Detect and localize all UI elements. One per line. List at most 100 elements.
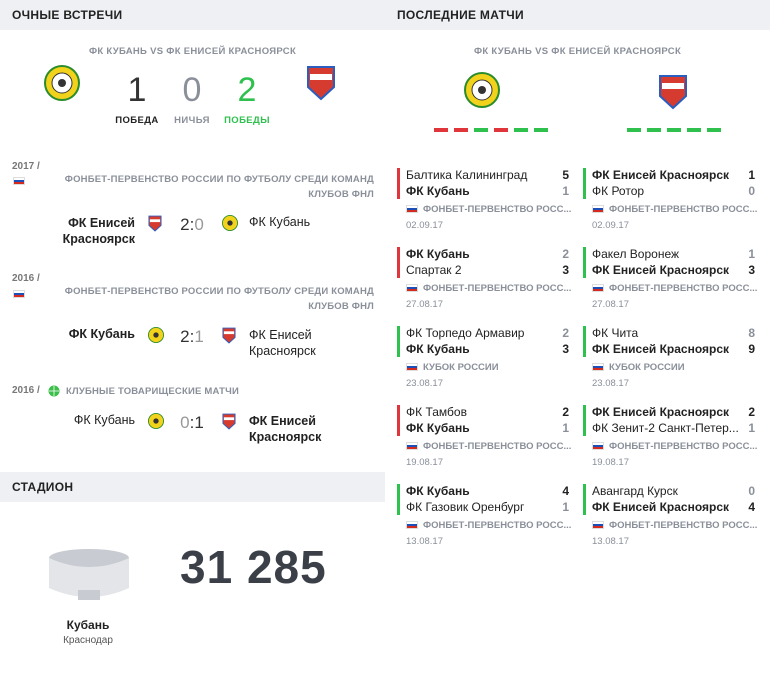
home-score: 2 — [748, 405, 755, 419]
score-home: 2 — [180, 327, 190, 346]
away-team[interactable]: ФК Енисей Красноярск — [592, 263, 730, 277]
match-card[interactable]: ФК Кубань 2 Спартак 2 3 ФОНБЕТ-ПЕРВЕНСТВ… — [397, 247, 575, 319]
result-bar — [397, 247, 400, 278]
match-card[interactable]: ФК Торпедо Армавир 2 ФК Кубань 3 КУБОК Р… — [397, 326, 575, 398]
match-card[interactable]: ФК Тамбов 2 ФК Кубань 1 ФОНБЕТ-ПЕРВЕНСТВ… — [397, 405, 575, 477]
competition-name[interactable]: ФОНБЕТ-ПЕРВЕНСТВО РОСС... — [423, 520, 572, 531]
result-bar — [397, 484, 400, 515]
result-bar — [583, 326, 586, 357]
match-card[interactable]: Балтика Калининград 5 ФК Кубань 1 ФОНБЕТ… — [397, 168, 575, 240]
match-card[interactable]: ФК Чита 8 ФК Енисей Красноярск 9 КУБОК Р… — [583, 326, 761, 398]
competition-name[interactable]: КУБОК РОССИИ — [609, 362, 685, 373]
home-score: 4 — [562, 484, 569, 498]
home-team[interactable]: ФК Енисей Красноярск — [592, 405, 730, 419]
home-score: 8 — [748, 326, 755, 340]
home-score: 2 — [562, 247, 569, 261]
form-loss-marker — [434, 128, 448, 132]
enisey-crest-icon — [222, 327, 236, 349]
kuban-crest-icon — [148, 413, 164, 434]
home-team[interactable]: Факел Воронеж — [592, 247, 680, 261]
away-team[interactable]: ФК Газовик Оренбург — [406, 500, 525, 514]
match-date: 13.08.17 — [406, 536, 443, 547]
score-away: 1 — [194, 327, 204, 346]
match-card[interactable]: ФК Кубань 4 ФК Газовик Оренбург 1 ФОНБЕТ… — [397, 484, 575, 556]
match-away-team[interactable]: ФК Енисей Красноярск — [249, 414, 322, 444]
draws-count: 0 — [182, 71, 202, 109]
score-away: 0 — [194, 215, 204, 234]
result-bar — [397, 405, 400, 436]
russia-flag-icon — [406, 521, 418, 529]
last-matches-panel: ПОСЛЕДНИЕ МАТЧИ ФК КУБАНЬ VS ФК ЕНИСЕЙ К… — [385, 0, 770, 547]
match-card[interactable]: ФК Енисей Красноярск 2 ФК Зенит-2 Санкт-… — [583, 405, 761, 477]
kuban-crest-icon[interactable] — [464, 72, 500, 113]
competition-name[interactable]: КУБОК РОССИИ — [423, 362, 499, 373]
competition-name[interactable]: ФОНБЕТ-ПЕРВЕНСТВО РОСС... — [423, 204, 572, 215]
match-card[interactable]: ФК Енисей Красноярск 1 ФК Ротор 0 ФОНБЕТ… — [583, 168, 761, 240]
home-team[interactable]: ФК Тамбов — [406, 405, 467, 419]
away-team[interactable]: ФК Ротор — [592, 184, 645, 198]
result-bar — [583, 168, 586, 199]
kuban-crest-icon — [222, 215, 238, 236]
match-home-team[interactable]: ФК Кубань — [73, 413, 135, 427]
away-team[interactable]: ФК Енисей Красноярск — [592, 342, 730, 356]
away-score: 4 — [748, 500, 755, 514]
home-team[interactable]: Авангард Курск — [592, 484, 678, 498]
home-team[interactable]: ФК Кубань — [406, 484, 470, 498]
away-team[interactable]: ФК Кубань — [406, 184, 470, 198]
match-competition[interactable]: ФОНБЕТ-ПЕРВЕНСТВО РОССИИ ПО ФУТБОЛУ СРЕД… — [64, 174, 374, 200]
form-win-marker — [514, 128, 528, 132]
match-card[interactable]: Авангард Курск 0 ФК Енисей Красноярск 4 … — [583, 484, 761, 556]
russia-flag-icon — [592, 284, 604, 292]
away-score: 1 — [562, 184, 569, 198]
russia-flag-icon — [406, 442, 418, 450]
away-team[interactable]: ФК Енисей Красноярск — [592, 500, 730, 514]
match-date: 02.09.17 — [406, 220, 443, 231]
result-bar — [583, 484, 586, 515]
competition-name[interactable]: ФОНБЕТ-ПЕРВЕНСТВО РОСС... — [423, 441, 572, 452]
stadium-icon — [48, 548, 130, 609]
competition-name[interactable]: ФОНБЕТ-ПЕРВЕНСТВО РОСС... — [609, 520, 758, 531]
home-score: 2 — [562, 405, 569, 419]
enisey-crest-icon[interactable] — [658, 74, 688, 115]
match-away-team[interactable]: ФК Енисей Красноярск — [249, 328, 316, 358]
h2h-title: ФК КУБАНЬ VS ФК ЕНИСЕЙ КРАСНОЯРСК — [88, 46, 297, 57]
form-win-marker — [667, 128, 681, 132]
enisey-crest-icon[interactable] — [306, 65, 336, 106]
score-home: 0 — [180, 413, 190, 432]
match-date: 27.08.17 — [406, 299, 443, 310]
home-team[interactable]: ФК Енисей Красноярск — [592, 168, 730, 182]
home-team[interactable]: ФК Чита — [592, 326, 639, 340]
match-card[interactable]: Факел Воронеж 1 ФК Енисей Красноярск 3 Ф… — [583, 247, 761, 319]
home-team[interactable]: ФК Кубань — [406, 247, 470, 261]
h2h-summary: 1 0 2 — [0, 57, 385, 137]
russia-flag-icon — [592, 205, 604, 213]
home-score: 0 — [748, 484, 755, 498]
russia-flag-icon — [13, 177, 25, 185]
away-team[interactable]: ФК Зенит-2 Санкт-Петер... — [592, 421, 739, 435]
match-date: 27.08.17 — [592, 299, 629, 310]
away-team[interactable]: Спартак 2 — [406, 263, 462, 277]
kuban-crest-icon[interactable] — [44, 65, 80, 106]
stadium-city: Краснодар — [63, 635, 113, 646]
match-away-team[interactable]: ФК Кубань — [249, 215, 311, 229]
competition-name[interactable]: ФОНБЕТ-ПЕРВЕНСТВО РОСС... — [609, 441, 758, 452]
form-win-marker — [647, 128, 661, 132]
away-team[interactable]: ФК Кубань — [406, 421, 470, 435]
result-bar — [397, 326, 400, 357]
competition-name[interactable]: ФОНБЕТ-ПЕРВЕНСТВО РОСС... — [609, 283, 758, 294]
home-team[interactable]: Балтика Калининград — [406, 168, 528, 182]
competition-name[interactable]: ФОНБЕТ-ПЕРВЕНСТВО РОСС... — [423, 283, 572, 294]
match-date: 23.08.17 — [592, 378, 629, 389]
stadium-capacity: 31 285 — [180, 541, 327, 593]
match-competition[interactable]: ФОНБЕТ-ПЕРВЕНСТВО РОССИИ ПО ФУТБОЛУ СРЕД… — [64, 286, 374, 312]
away-score: 3 — [562, 263, 569, 277]
last-header: ПОСЛЕДНИЕ МАТЧИ — [385, 0, 770, 30]
match-home-team[interactable]: ФК Енисей Красноярск — [62, 216, 135, 246]
home-team[interactable]: ФК Торпедо Армавир — [406, 326, 525, 340]
russia-flag-icon — [592, 442, 604, 450]
competition-name[interactable]: ФОНБЕТ-ПЕРВЕНСТВО РОСС... — [609, 204, 758, 215]
match-competition[interactable]: КЛУБНЫЕ ТОВАРИЩЕСКИЕ МАТЧИ — [66, 386, 239, 397]
away-team[interactable]: ФК Кубань — [406, 342, 470, 356]
match-home-team[interactable]: ФК Кубань — [68, 327, 135, 341]
globe-icon — [48, 384, 60, 402]
